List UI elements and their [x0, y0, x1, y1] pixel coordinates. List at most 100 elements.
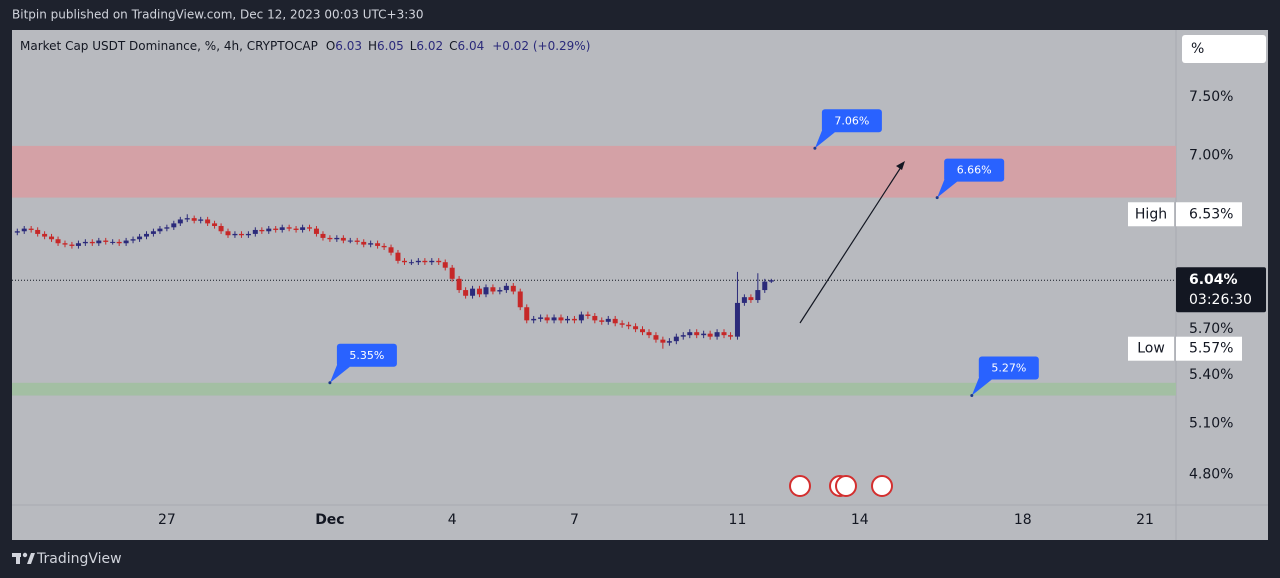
candle-body [734, 302, 740, 337]
candle-body [21, 228, 27, 232]
header-text: Bitpin published on TradingView.com, Dec… [12, 8, 424, 22]
candle-body [633, 326, 639, 330]
callout-tail [329, 362, 350, 383]
callout-tail [971, 375, 992, 396]
y-tick-label: 4.80% [1189, 467, 1233, 483]
candle-body [375, 243, 381, 246]
chart-title: Market Cap USDT Dominance, %, 4h, CRYPTO… [20, 39, 590, 53]
candle-body [75, 243, 81, 246]
logo-part [16, 553, 20, 564]
countdown: 03:26:30 [1189, 292, 1252, 308]
candle-body [49, 236, 55, 240]
candle-body [252, 229, 258, 234]
candle-body [694, 332, 700, 336]
candle-body [232, 233, 238, 236]
candle-body [592, 315, 598, 321]
callout-label: 7.06% [834, 114, 869, 127]
candle-body [307, 227, 313, 229]
candle-body [340, 237, 346, 241]
candle-body [585, 314, 591, 316]
candle-body [313, 228, 319, 234]
ohlc-value: 6.05 [377, 39, 404, 53]
plot-background [12, 30, 1268, 540]
callout-anchor [813, 146, 817, 150]
price-marker-box [1176, 336, 1242, 361]
candle-body [538, 317, 544, 319]
change: +0.02 (+0.29%) [492, 39, 590, 53]
price-marker-box [1176, 202, 1242, 227]
candle-body [456, 278, 462, 291]
callout-label: 5.35% [349, 349, 384, 362]
candle-body [28, 228, 34, 230]
candle-body [728, 335, 734, 337]
candle-body [544, 317, 550, 321]
x-tick-label: 21 [1136, 512, 1154, 528]
symbol: Market Cap USDT Dominance, %, 4h, CRYPTO… [20, 39, 318, 53]
ohlc-key: C [449, 39, 457, 53]
ohlc-values: O6.03 H6.05 L6.02 C6.04 [326, 39, 484, 53]
y-tick-label: 7.50% [1189, 89, 1233, 105]
candle-body [436, 260, 442, 263]
candle-body [14, 231, 20, 233]
candle-body [103, 240, 109, 242]
candle-body [653, 335, 659, 340]
callout-box [944, 158, 1005, 182]
candle-body [279, 227, 285, 230]
candle-body [164, 227, 170, 229]
candle-body [388, 247, 394, 253]
candle-body [286, 227, 292, 229]
x-tick-label: 7 [570, 512, 579, 528]
candle-body [666, 341, 672, 343]
event-icon[interactable] [789, 475, 811, 497]
scale-button-label[interactable]: % [1191, 41, 1204, 57]
candle-body [177, 219, 183, 224]
ohlc-value: 6.03 [335, 39, 362, 53]
last-price-box [1176, 267, 1266, 313]
ohlc-key: L [410, 39, 417, 53]
price-marker-label: 6.53% [1189, 206, 1233, 222]
ohlc-key: H [368, 39, 377, 53]
candle-body [612, 318, 618, 324]
candle-body [578, 314, 584, 321]
candle-body [565, 318, 571, 321]
candle-body [517, 291, 523, 308]
scale-button[interactable] [1182, 35, 1266, 63]
callout-box [978, 356, 1039, 380]
y-tick-label: 5.40% [1189, 367, 1233, 383]
event-icon[interactable] [871, 475, 893, 497]
candle-body [571, 318, 577, 321]
candle-body [660, 339, 666, 343]
candle-body [762, 281, 768, 291]
y-tick-label: 5.10% [1189, 415, 1233, 431]
candle-body [408, 262, 414, 264]
callout-label: 6.66% [957, 164, 992, 177]
candle-body [687, 332, 693, 336]
ohlc-value: 6.04 [458, 39, 485, 53]
y-tick-label: 7.00% [1189, 147, 1233, 163]
candle-body [245, 233, 251, 236]
candle-body [368, 243, 374, 245]
candle-body [225, 231, 231, 236]
footer-brand: TradingView [36, 551, 122, 567]
candle-body [320, 233, 326, 238]
last-price-label: 6.04% [1189, 272, 1238, 288]
event-icon[interactable] [835, 475, 857, 497]
candle-body [198, 219, 204, 221]
candle-body [422, 260, 428, 263]
callout-label: 5.27% [991, 362, 1026, 375]
callout-anchor [328, 381, 332, 385]
candle-body [171, 223, 177, 228]
candle-body [748, 297, 754, 301]
x-tick-label: 14 [851, 512, 869, 528]
callout-tail [814, 128, 835, 149]
candle-body [497, 290, 503, 292]
candle-body [361, 241, 367, 245]
candle-body [551, 317, 557, 321]
candle-body [347, 240, 353, 242]
candle-body [62, 243, 68, 245]
y-tick-label: 5.70% [1189, 321, 1233, 337]
candle-body [626, 324, 632, 327]
price-marker-name-box [1128, 202, 1174, 227]
price-marker-label: 5.57% [1189, 341, 1233, 357]
candle-body [415, 260, 421, 263]
